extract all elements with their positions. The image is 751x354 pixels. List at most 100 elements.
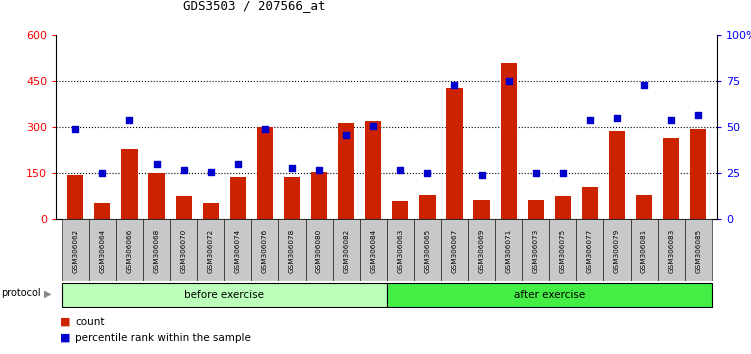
- Bar: [230, 177, 246, 219]
- Bar: [500, 63, 517, 219]
- Bar: [473, 200, 490, 219]
- Text: GSM306084: GSM306084: [370, 228, 376, 273]
- Text: GSM306075: GSM306075: [559, 228, 566, 273]
- Text: after exercise: after exercise: [514, 290, 585, 300]
- Point: [692, 112, 704, 118]
- Text: GSM306064: GSM306064: [99, 228, 105, 273]
- Text: GSM306076: GSM306076: [262, 228, 268, 273]
- Text: percentile rank within the sample: percentile rank within the sample: [75, 333, 251, 343]
- FancyBboxPatch shape: [62, 283, 387, 307]
- Text: ▶: ▶: [44, 289, 51, 298]
- Bar: [176, 196, 192, 219]
- FancyBboxPatch shape: [170, 219, 198, 281]
- Point: [286, 165, 298, 171]
- Point: [69, 126, 81, 132]
- FancyBboxPatch shape: [414, 219, 441, 281]
- Bar: [284, 177, 300, 219]
- Text: GSM306072: GSM306072: [208, 228, 214, 273]
- Point: [611, 115, 623, 121]
- Bar: [582, 187, 598, 219]
- Text: protocol: protocol: [1, 289, 41, 298]
- Text: GSM306068: GSM306068: [153, 228, 159, 273]
- FancyBboxPatch shape: [658, 219, 685, 281]
- FancyBboxPatch shape: [441, 219, 468, 281]
- Point: [340, 132, 352, 138]
- Text: GSM306074: GSM306074: [235, 228, 241, 273]
- FancyBboxPatch shape: [360, 219, 387, 281]
- Point: [123, 117, 135, 123]
- FancyBboxPatch shape: [225, 219, 252, 281]
- Point: [448, 82, 460, 88]
- Point: [394, 167, 406, 173]
- Point: [313, 167, 325, 173]
- Point: [232, 161, 244, 167]
- Text: GSM306083: GSM306083: [668, 228, 674, 273]
- FancyBboxPatch shape: [631, 219, 658, 281]
- FancyBboxPatch shape: [198, 219, 225, 281]
- Text: GSM306062: GSM306062: [72, 228, 78, 273]
- FancyBboxPatch shape: [116, 219, 143, 281]
- FancyBboxPatch shape: [576, 219, 604, 281]
- Bar: [636, 195, 652, 219]
- Bar: [528, 200, 544, 219]
- Text: ■: ■: [60, 317, 71, 327]
- Text: GSM306078: GSM306078: [289, 228, 295, 273]
- Text: GSM306063: GSM306063: [397, 228, 403, 273]
- Point: [475, 172, 487, 178]
- Point: [96, 171, 108, 176]
- Bar: [446, 87, 463, 219]
- Text: GSM306066: GSM306066: [126, 228, 132, 273]
- Point: [259, 126, 271, 132]
- Point: [529, 171, 541, 176]
- FancyBboxPatch shape: [387, 283, 712, 307]
- FancyBboxPatch shape: [279, 219, 306, 281]
- Bar: [392, 201, 409, 219]
- Text: GSM306082: GSM306082: [343, 228, 349, 273]
- Point: [584, 117, 596, 123]
- Bar: [203, 202, 219, 219]
- Bar: [94, 202, 110, 219]
- Text: GSM306065: GSM306065: [424, 228, 430, 273]
- Point: [502, 79, 514, 84]
- Point: [421, 171, 433, 176]
- Point: [638, 82, 650, 88]
- Text: GSM306077: GSM306077: [587, 228, 593, 273]
- Bar: [311, 172, 327, 219]
- Text: ■: ■: [60, 333, 71, 343]
- FancyBboxPatch shape: [143, 219, 170, 281]
- Text: GSM306079: GSM306079: [614, 228, 620, 273]
- FancyBboxPatch shape: [549, 219, 576, 281]
- Text: GSM306069: GSM306069: [478, 228, 484, 273]
- FancyBboxPatch shape: [89, 219, 116, 281]
- Text: before exercise: before exercise: [184, 290, 264, 300]
- Text: GSM306085: GSM306085: [695, 228, 701, 273]
- Bar: [365, 121, 382, 219]
- Bar: [122, 149, 137, 219]
- Bar: [555, 196, 571, 219]
- Text: GSM306071: GSM306071: [505, 228, 511, 273]
- Bar: [257, 127, 273, 219]
- FancyBboxPatch shape: [685, 219, 712, 281]
- Point: [205, 169, 217, 175]
- Text: GSM306070: GSM306070: [181, 228, 187, 273]
- FancyBboxPatch shape: [604, 219, 631, 281]
- FancyBboxPatch shape: [522, 219, 549, 281]
- Bar: [609, 131, 625, 219]
- Text: count: count: [75, 317, 104, 327]
- Bar: [67, 175, 83, 219]
- Text: GSM306067: GSM306067: [451, 228, 457, 273]
- FancyBboxPatch shape: [333, 219, 360, 281]
- Text: GDS3503 / 207566_at: GDS3503 / 207566_at: [183, 0, 326, 12]
- Point: [178, 167, 190, 173]
- Text: GSM306080: GSM306080: [316, 228, 322, 273]
- FancyBboxPatch shape: [495, 219, 522, 281]
- FancyBboxPatch shape: [62, 219, 89, 281]
- FancyBboxPatch shape: [252, 219, 279, 281]
- Point: [367, 123, 379, 129]
- FancyBboxPatch shape: [306, 219, 333, 281]
- Bar: [690, 129, 707, 219]
- Text: GSM306081: GSM306081: [641, 228, 647, 273]
- Point: [556, 171, 569, 176]
- Bar: [149, 173, 164, 219]
- Point: [665, 117, 677, 123]
